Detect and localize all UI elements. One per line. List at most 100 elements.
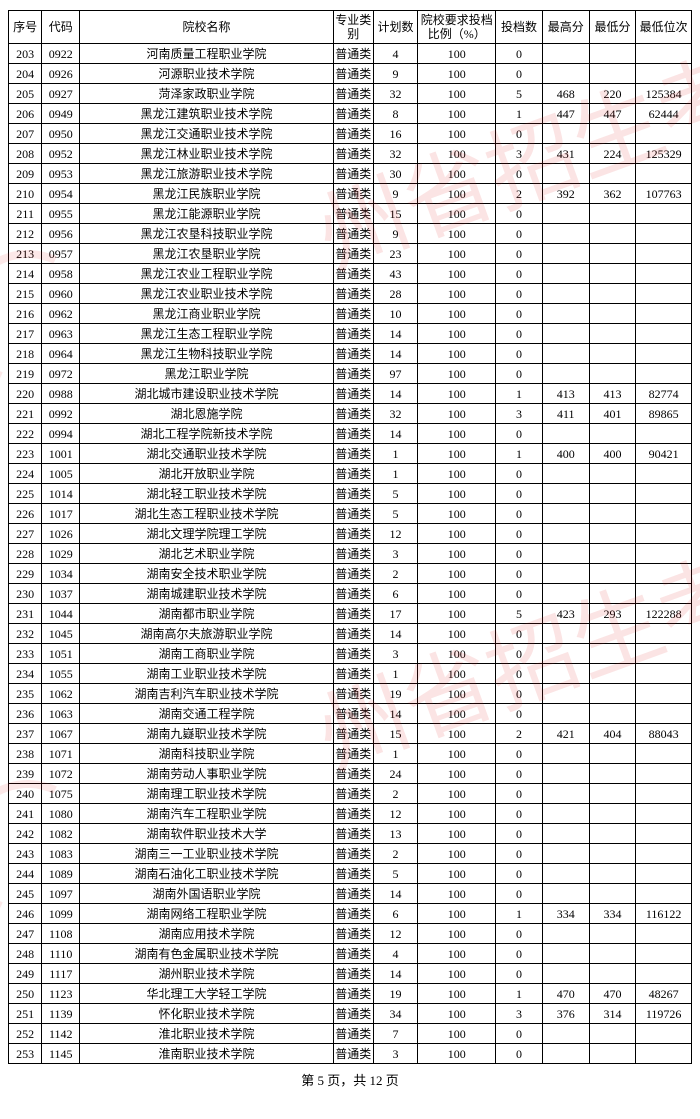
cell-filed: 0	[496, 624, 543, 644]
cell-max	[542, 304, 589, 324]
table-row: 2080952黑龙江林业职业技术学院普通类321003431224125329	[9, 144, 692, 164]
cell-seq: 205	[9, 84, 42, 104]
cell-rank	[636, 284, 692, 304]
cell-max: 470	[542, 984, 589, 1004]
cell-min	[589, 1044, 636, 1064]
cell-ratio: 100	[418, 444, 496, 464]
cell-seq: 229	[9, 564, 42, 584]
cell-min	[589, 424, 636, 444]
table-row: 2241005湖北开放职业学院普通类11000	[9, 464, 692, 484]
cell-min	[589, 44, 636, 64]
cell-name: 黑龙江建筑职业技术学院	[80, 104, 334, 124]
cell-code: 1067	[42, 724, 80, 744]
cell-max	[542, 564, 589, 584]
cell-seq: 218	[9, 344, 42, 364]
cell-plan: 6	[373, 584, 417, 604]
cell-min: 401	[589, 404, 636, 424]
cell-plan: 5	[373, 504, 417, 524]
table-row: 2481110湖南有色金属职业技术学院普通类41000	[9, 944, 692, 964]
cell-min: 400	[589, 444, 636, 464]
cell-rank	[636, 544, 692, 564]
cell-seq: 241	[9, 804, 42, 824]
cell-type: 普通类	[333, 384, 373, 404]
cell-ratio: 100	[418, 144, 496, 164]
cell-code: 0949	[42, 104, 80, 124]
cell-max	[542, 664, 589, 684]
cell-plan: 15	[373, 204, 417, 224]
table-row: 2050927菏泽家政职业学院普通类321005468220125384	[9, 84, 692, 104]
cell-ratio: 100	[418, 704, 496, 724]
cell-min	[589, 504, 636, 524]
cell-filed: 0	[496, 344, 543, 364]
cell-rank	[636, 744, 692, 764]
cell-seq: 215	[9, 284, 42, 304]
cell-min: 404	[589, 724, 636, 744]
cell-type: 普通类	[333, 244, 373, 264]
cell-ratio: 100	[418, 264, 496, 284]
cell-ratio: 100	[418, 984, 496, 1004]
table-row: 2531145淮南职业技术学院普通类31000	[9, 1044, 692, 1064]
table-row: 2301037湖南城建职业技术学院普通类61000	[9, 584, 692, 604]
cell-ratio: 100	[418, 1004, 496, 1024]
table-row: 2291034湖南安全技术职业学院普通类21000	[9, 564, 692, 584]
cell-name: 黑龙江交通职业技术学院	[80, 124, 334, 144]
cell-type: 普通类	[333, 704, 373, 724]
cell-rank: 48267	[636, 984, 692, 1004]
cell-type: 普通类	[333, 684, 373, 704]
cell-type: 普通类	[333, 504, 373, 524]
header-filed: 投档数	[496, 11, 543, 44]
cell-filed: 0	[496, 644, 543, 664]
cell-seq: 225	[9, 484, 42, 504]
cell-min: 362	[589, 184, 636, 204]
cell-code: 1139	[42, 1004, 80, 1024]
cell-name: 湖北交通职业技术学院	[80, 444, 334, 464]
cell-plan: 32	[373, 404, 417, 424]
cell-code: 1055	[42, 664, 80, 684]
cell-min	[589, 204, 636, 224]
cell-min	[589, 484, 636, 504]
table-row: 2200988湖北城市建设职业技术学院普通类14100141341382774	[9, 384, 692, 404]
cell-name: 湖南网络工程职业学院	[80, 904, 334, 924]
cell-filed: 1	[496, 384, 543, 404]
cell-rank	[636, 244, 692, 264]
cell-max	[542, 924, 589, 944]
cell-rank	[636, 44, 692, 64]
cell-name: 湖南吉利汽车职业技术学院	[80, 684, 334, 704]
cell-seq: 232	[9, 624, 42, 644]
cell-type: 普通类	[333, 404, 373, 424]
cell-filed: 0	[496, 804, 543, 824]
cell-seq: 226	[9, 504, 42, 524]
cell-name: 湖州职业技术学院	[80, 964, 334, 984]
cell-code: 1072	[42, 764, 80, 784]
cell-code: 0952	[42, 144, 80, 164]
table-row: 2170963黑龙江生态工程职业学院普通类141000	[9, 324, 692, 344]
cell-type: 普通类	[333, 744, 373, 764]
cell-filed: 0	[496, 44, 543, 64]
cell-plan: 12	[373, 924, 417, 944]
table-row: 2451097湖南外国语职业学院普通类141000	[9, 884, 692, 904]
cell-name: 湖南科技职业学院	[80, 744, 334, 764]
cell-type: 普通类	[333, 544, 373, 564]
cell-seq: 239	[9, 764, 42, 784]
cell-code: 1044	[42, 604, 80, 624]
cell-name: 湖南工商职业学院	[80, 644, 334, 664]
cell-name: 湖南石油化工职业技术学院	[80, 864, 334, 884]
cell-name: 黑龙江旅游职业技术学院	[80, 164, 334, 184]
cell-rank: 125329	[636, 144, 692, 164]
cell-plan: 9	[373, 184, 417, 204]
cell-plan: 7	[373, 1024, 417, 1044]
cell-rank	[636, 624, 692, 644]
cell-rank	[636, 684, 692, 704]
cell-plan: 4	[373, 44, 417, 64]
cell-rank: 119726	[636, 1004, 692, 1024]
cell-min	[589, 664, 636, 684]
cell-type: 普通类	[333, 724, 373, 744]
cell-name: 黑龙江民族职业学院	[80, 184, 334, 204]
cell-plan: 34	[373, 1004, 417, 1024]
cell-ratio: 100	[418, 504, 496, 524]
cell-min	[589, 784, 636, 804]
header-plan: 计划数	[373, 11, 417, 44]
cell-plan: 3	[373, 1044, 417, 1064]
cell-rank	[636, 824, 692, 844]
cell-ratio: 100	[418, 744, 496, 764]
